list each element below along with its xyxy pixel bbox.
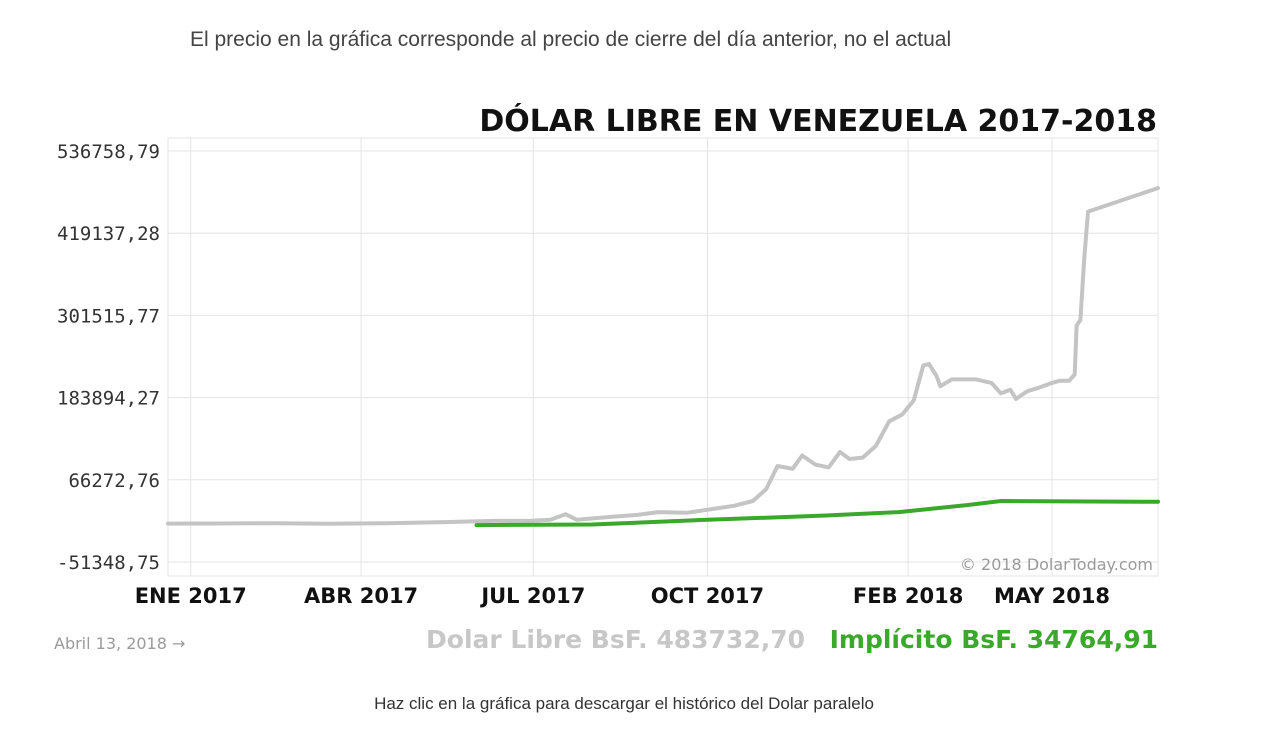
libre-price-label: Dolar Libre BsF. 483732,70 bbox=[426, 625, 805, 654]
y-tick-label: 419137,28 bbox=[57, 223, 160, 245]
y-axis-ticks: 536758,79 419137,28 301515,77 183894,27 6627… bbox=[57, 141, 160, 574]
x-tick-label: FEB 2018 bbox=[853, 584, 963, 608]
series-line-implicito bbox=[474, 499, 1160, 528]
chart-title: DÓLAR LIBRE EN VENEZUELA 2017-2018 bbox=[479, 102, 1157, 139]
date-label[interactable]: Abril 13, 2018 → bbox=[54, 634, 185, 653]
x-tick-label: ABR 2017 bbox=[304, 584, 418, 608]
y-tick-label: -51348,75 bbox=[57, 552, 160, 574]
series-lines bbox=[166, 186, 1160, 528]
y-tick-label: 301515,77 bbox=[57, 305, 160, 327]
x-tick-label: MAY 2018 bbox=[994, 584, 1110, 608]
y-tick-label: 183894,27 bbox=[57, 388, 160, 410]
download-caption[interactable]: Haz clic en la gráfica para descargar el… bbox=[374, 694, 874, 713]
chart-credit: © 2018 DolarToday.com bbox=[960, 555, 1153, 574]
chart-note: El precio en la gráfica corresponde al p… bbox=[190, 28, 952, 51]
x-tick-label: OCT 2017 bbox=[651, 584, 764, 608]
y-tick-label: 66272,76 bbox=[68, 470, 160, 492]
x-tick-label: ENE 2017 bbox=[135, 584, 247, 608]
y-tick-label: 536758,79 bbox=[57, 141, 160, 163]
grid bbox=[168, 138, 1158, 576]
implicito-price-label: Implícito BsF. 34764,91 bbox=[830, 625, 1158, 654]
x-tick-label: JUL 2017 bbox=[479, 584, 585, 608]
x-axis-ticks: ENE 2017 ABR 2017 JUL 2017 OCT 2017 FEB 2018… bbox=[135, 584, 1110, 608]
series-line-dolar-libre bbox=[166, 186, 1160, 526]
